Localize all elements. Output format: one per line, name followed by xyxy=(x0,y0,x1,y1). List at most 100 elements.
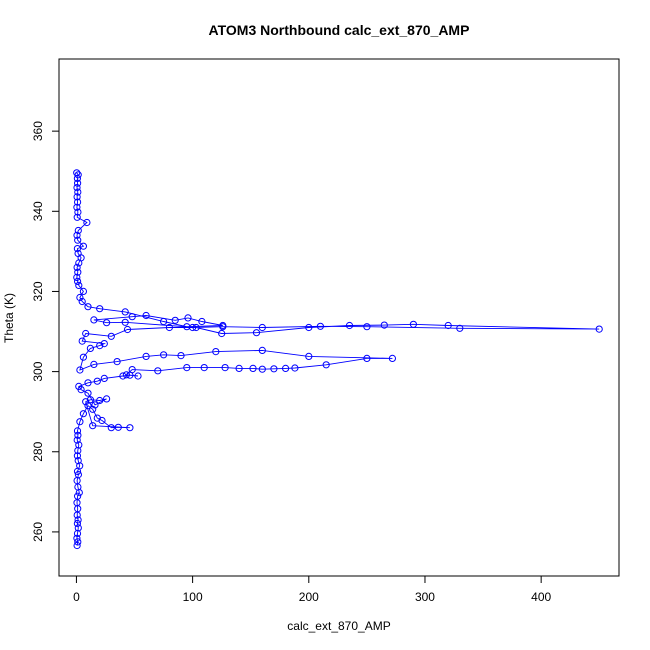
data-point xyxy=(73,245,82,253)
data-point xyxy=(76,366,84,374)
data-point xyxy=(96,305,104,313)
data-point xyxy=(74,188,82,196)
y-axis: 260 280 300 320 340 360 xyxy=(31,121,60,542)
data-point xyxy=(75,281,83,289)
data-point xyxy=(122,371,131,379)
data-point xyxy=(183,364,191,372)
data-point xyxy=(96,396,104,405)
data-point xyxy=(73,213,81,221)
data-point xyxy=(79,353,88,361)
data-point xyxy=(73,427,82,435)
data-point xyxy=(121,308,129,316)
data-point xyxy=(78,297,86,306)
data-point xyxy=(103,395,111,403)
data-point xyxy=(363,354,371,362)
data-point xyxy=(73,193,81,201)
data-point xyxy=(291,364,299,372)
x-tick-label: 0 xyxy=(73,590,80,604)
data-point xyxy=(86,396,95,404)
data-point xyxy=(258,365,266,373)
data-point xyxy=(456,324,464,332)
x-tick-label: 100 xyxy=(183,590,203,604)
data-point xyxy=(84,379,92,387)
data-point xyxy=(142,352,150,360)
data-point xyxy=(113,358,121,366)
data-point xyxy=(134,372,142,380)
data-point xyxy=(73,203,81,211)
data-point xyxy=(73,231,81,239)
data-point xyxy=(128,313,136,321)
data-point xyxy=(252,329,261,337)
data-point xyxy=(100,374,108,382)
data-point xyxy=(184,314,192,322)
x-tick-label: 200 xyxy=(299,590,319,604)
data-point xyxy=(74,471,83,479)
data-point xyxy=(74,171,82,179)
data-point xyxy=(89,405,97,413)
data-point xyxy=(91,401,99,409)
data-point xyxy=(74,249,82,257)
data-point xyxy=(142,311,150,320)
data-point xyxy=(74,538,82,546)
data-point xyxy=(73,534,81,542)
data-point xyxy=(96,342,104,350)
data-point xyxy=(282,364,290,372)
data-point xyxy=(198,317,206,326)
data-point xyxy=(305,323,313,332)
data-point xyxy=(388,354,396,362)
data-point xyxy=(79,287,88,295)
data-point xyxy=(76,293,84,302)
y-tick-label: 300 xyxy=(31,361,45,381)
data-point xyxy=(73,436,81,444)
data-point xyxy=(123,325,132,334)
data-point xyxy=(258,323,266,332)
data-point xyxy=(84,389,92,397)
data-point xyxy=(74,431,82,439)
y-axis-label: Theta (K) xyxy=(2,293,16,343)
data-point xyxy=(74,208,82,216)
data-point xyxy=(73,452,82,460)
data-point xyxy=(119,372,127,380)
data-point xyxy=(444,321,452,330)
data-point xyxy=(100,340,108,348)
data-point xyxy=(90,316,98,324)
data-point xyxy=(73,541,81,550)
data-point xyxy=(74,457,82,465)
y-tick-label: 340 xyxy=(31,201,45,221)
data-point xyxy=(316,322,324,330)
data-point xyxy=(154,367,162,375)
data-point xyxy=(160,317,168,326)
data-point xyxy=(177,352,185,360)
data-point xyxy=(82,329,90,338)
data-point xyxy=(79,410,88,418)
data-point xyxy=(84,402,92,410)
data-point xyxy=(73,263,81,271)
data-point xyxy=(192,323,200,332)
data-point xyxy=(74,516,82,524)
data-point xyxy=(73,273,81,281)
plot-frame xyxy=(58,58,620,577)
data-point xyxy=(165,323,173,332)
data-point xyxy=(74,492,82,500)
data-point xyxy=(90,360,98,368)
data-point xyxy=(74,268,82,276)
data-point xyxy=(76,462,84,470)
data-point xyxy=(235,364,243,372)
data-point xyxy=(103,319,111,327)
data-point xyxy=(74,236,82,244)
data-point xyxy=(345,321,354,330)
data-point xyxy=(258,346,266,354)
data-point xyxy=(380,321,388,329)
data-point xyxy=(73,184,81,192)
data-point xyxy=(218,329,226,338)
y-tick-label: 280 xyxy=(31,441,45,461)
x-tick-label: 400 xyxy=(531,590,551,604)
data-point xyxy=(270,365,278,373)
data-point xyxy=(107,332,115,340)
data-series xyxy=(73,169,603,550)
data-point xyxy=(409,320,417,328)
data-point xyxy=(74,524,82,532)
data-point xyxy=(183,323,191,331)
data-point xyxy=(75,382,83,390)
